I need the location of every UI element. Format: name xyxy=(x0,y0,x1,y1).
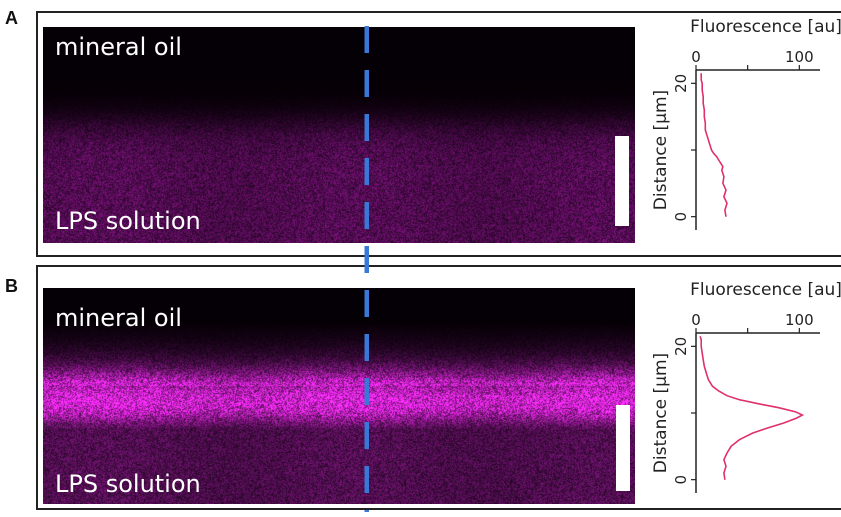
panel-b-x-tick-label: 100 xyxy=(785,311,814,329)
panel-b-scale-bar xyxy=(616,405,630,491)
panel-a-letter: A xyxy=(5,8,18,28)
panel-a-y-tick-label: 20 xyxy=(672,74,690,93)
panel-b-lps-solution-label: LPS solution xyxy=(55,470,201,498)
panel-a-scale-bar xyxy=(615,136,629,226)
profile-position-dashed-line xyxy=(364,26,369,512)
panel-a-micrograph: mineral oil LPS solution xyxy=(43,27,635,243)
panel-b-y-tick-label: 20 xyxy=(672,337,690,356)
panel-a-x-tick-label: 0 xyxy=(691,48,701,66)
panel-a-x-tick-label: 100 xyxy=(785,48,814,66)
panel-b-letter: B xyxy=(5,276,18,296)
panel-a-fluorescence-profile-line xyxy=(700,73,728,217)
panel-b-mineral-oil-label: mineral oil xyxy=(55,304,182,332)
panel-a-y-axis-label: Distance [µm] xyxy=(651,90,671,210)
panel-b-micrograph: mineral oil LPS solution xyxy=(43,288,635,504)
panel-a-fluorescence-image xyxy=(43,27,635,243)
panel-b-x-axis-title: Fluorescence [au] xyxy=(690,280,841,300)
panel-a-mineral-oil-label: mineral oil xyxy=(55,33,182,61)
panel-a-x-axis-title: Fluorescence [au] xyxy=(690,17,841,37)
panel-b-y-tick-label: 0 xyxy=(672,475,690,485)
panel-b-y-axis-label: Distance [µm] xyxy=(651,353,671,473)
panel-b-x-tick-label: 0 xyxy=(691,311,701,329)
panel-a-lps-solution-label: LPS solution xyxy=(55,207,201,235)
panel-b-fluorescence-profile-line xyxy=(699,336,805,480)
panel-a-y-tick-label: 0 xyxy=(672,212,690,222)
panel-b-fluorescence-image xyxy=(43,288,635,504)
